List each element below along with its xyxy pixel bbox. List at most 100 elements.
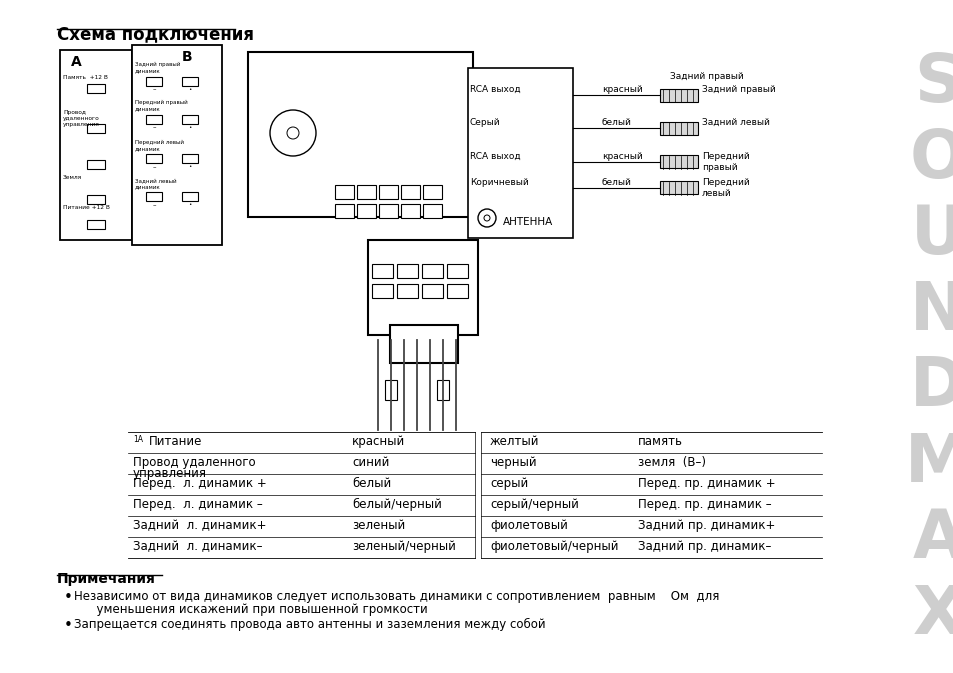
Bar [447, 284, 468, 298]
Text: зеленый/черный: зеленый/черный [352, 540, 456, 553]
Text: АНТЕННА: АНТЕННА [502, 217, 553, 227]
Text: земля  (B–): земля (B–) [638, 456, 705, 469]
Text: Перед.  л. динамик +: Перед. л. динамик + [132, 477, 267, 490]
Text: X: X [911, 582, 953, 648]
Text: правый: правый [701, 163, 737, 172]
Text: •: • [188, 203, 192, 207]
Bar [335, 204, 354, 218]
Text: фиолетовый/черный: фиолетовый/черный [490, 540, 618, 553]
Bar [368, 240, 477, 335]
Bar [378, 204, 397, 218]
Bar [356, 185, 375, 199]
Text: белый: белый [601, 178, 631, 187]
Bar [146, 192, 162, 201]
Bar [390, 325, 457, 363]
Bar [396, 284, 417, 298]
Bar [659, 182, 698, 194]
Text: красный: красный [601, 152, 642, 161]
Text: Серый: Серый [470, 118, 500, 127]
Text: –: – [152, 202, 155, 208]
Text: Независимо от вида динамиков следует использовать динамики с сопротивлением  рав: Независимо от вида динамиков следует исп… [74, 590, 719, 603]
Bar [335, 185, 354, 199]
Text: •: • [188, 125, 192, 129]
Bar [378, 185, 397, 199]
Text: U: U [910, 202, 953, 268]
Bar [659, 155, 698, 168]
Text: A: A [71, 55, 81, 69]
Bar [146, 114, 162, 124]
Text: –: – [152, 86, 155, 92]
Text: левый: левый [701, 189, 731, 198]
Bar [447, 264, 468, 278]
Text: Задний левый
динамик: Задний левый динамик [135, 178, 176, 189]
Bar [468, 68, 573, 238]
Text: синий: синий [352, 456, 389, 469]
Circle shape [483, 215, 490, 221]
Text: A: A [911, 506, 953, 572]
Text: Запрещается соединять провода авто антенны и заземления между собой: Запрещается соединять провода авто антен… [74, 618, 545, 631]
Bar [60, 50, 132, 240]
Bar [146, 77, 162, 85]
Circle shape [270, 110, 315, 156]
Bar [248, 52, 473, 217]
Text: D: D [909, 354, 953, 420]
Text: красный: красный [352, 435, 405, 448]
Text: Примечания: Примечания [57, 572, 155, 586]
Bar [436, 380, 449, 400]
Text: Задний правый: Задний правый [701, 85, 775, 94]
Bar [385, 380, 396, 400]
Text: Задний  л. динамик–: Задний л. динамик– [132, 540, 262, 553]
Text: Питание +12 В: Питание +12 В [63, 205, 110, 210]
Bar [146, 155, 162, 164]
Bar [87, 83, 105, 92]
Bar [372, 284, 393, 298]
Bar [87, 221, 105, 229]
Bar [659, 89, 698, 102]
Bar [422, 185, 441, 199]
Text: Передний: Передний [701, 178, 749, 187]
Text: серый: серый [490, 477, 528, 490]
Text: S: S [913, 50, 953, 116]
Text: Задний пр. динамик–: Задний пр. динамик– [638, 540, 771, 553]
Bar [182, 77, 198, 85]
Text: RCA выход: RCA выход [470, 85, 520, 94]
Text: уменьшения искажений при повышенной громкости: уменьшения искажений при повышенной гром… [74, 603, 427, 616]
Text: N: N [909, 278, 953, 344]
Text: память: память [638, 435, 682, 448]
Text: RCA выход: RCA выход [470, 152, 520, 161]
Bar [132, 45, 222, 245]
Text: зеленый: зеленый [352, 519, 405, 532]
Bar [659, 122, 698, 135]
Circle shape [477, 209, 496, 227]
Bar [87, 195, 105, 205]
Text: B: B [181, 50, 193, 64]
Text: Передний правый
динамик: Передний правый динамик [135, 100, 188, 111]
Text: Передний: Передний [701, 152, 749, 161]
Text: –: – [152, 124, 155, 130]
Bar [396, 264, 417, 278]
Bar [421, 284, 442, 298]
Text: Задний правый: Задний правый [669, 72, 743, 81]
Text: Задний левый: Задний левый [701, 118, 769, 127]
Text: Коричневый: Коричневый [470, 178, 528, 187]
Bar [87, 160, 105, 170]
Text: •: • [64, 618, 72, 633]
Text: белый: белый [601, 118, 631, 127]
Bar [372, 264, 393, 278]
Text: 1А: 1А [132, 435, 143, 444]
Text: Перед. пр. динамик +: Перед. пр. динамик + [638, 477, 775, 490]
Text: –: – [152, 164, 155, 170]
Text: •: • [188, 87, 192, 92]
Text: белый/черный: белый/черный [352, 498, 441, 511]
Bar [400, 204, 419, 218]
Text: Задний пр. динамик+: Задний пр. динамик+ [638, 519, 775, 532]
Text: Провод
удаленного
управления: Провод удаленного управления [63, 110, 100, 127]
Text: •: • [188, 164, 192, 170]
Text: Задний  л. динамик+: Задний л. динамик+ [132, 519, 266, 532]
Bar [400, 185, 419, 199]
Text: Передний левый
динамик: Передний левый динамик [135, 140, 184, 151]
Text: Земля: Земля [63, 175, 82, 180]
Text: M: M [904, 430, 953, 496]
Text: красный: красный [601, 85, 642, 94]
Bar [182, 155, 198, 164]
